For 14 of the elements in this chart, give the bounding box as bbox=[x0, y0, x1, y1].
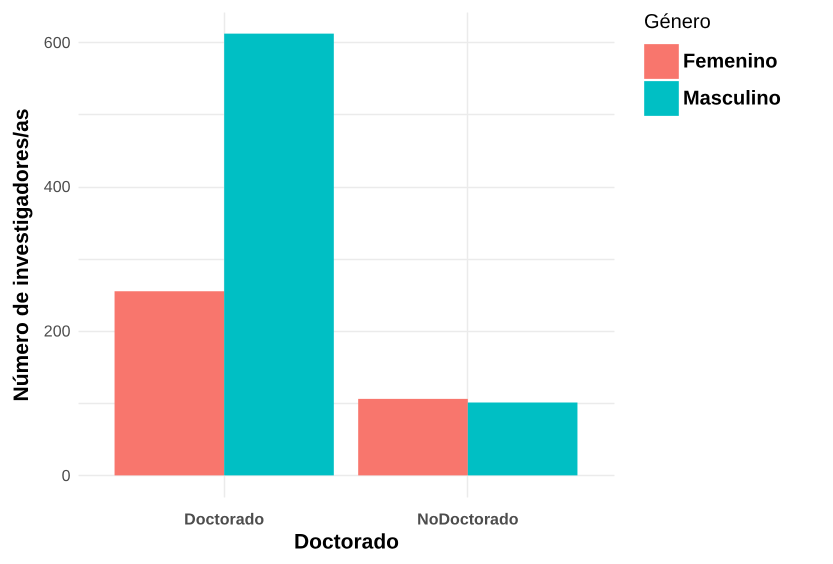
legend-label: Masculino bbox=[683, 88, 781, 110]
bar bbox=[114, 291, 224, 476]
y-tick-label: 0 bbox=[62, 468, 71, 485]
y-tick-label: 400 bbox=[44, 179, 71, 196]
legend-title: Género bbox=[644, 11, 711, 33]
x-axis-title: Doctorado bbox=[294, 530, 399, 554]
y-tick-label: 200 bbox=[44, 324, 71, 341]
y-tick-label: 600 bbox=[44, 34, 71, 52]
bar bbox=[468, 402, 578, 476]
x-tick-label: NoDoctorado bbox=[417, 512, 519, 528]
bar bbox=[224, 34, 334, 476]
bar bbox=[358, 398, 468, 476]
y-axis-title: Número de investigadores/as bbox=[10, 108, 33, 402]
legend-label: Femenino bbox=[683, 50, 778, 72]
